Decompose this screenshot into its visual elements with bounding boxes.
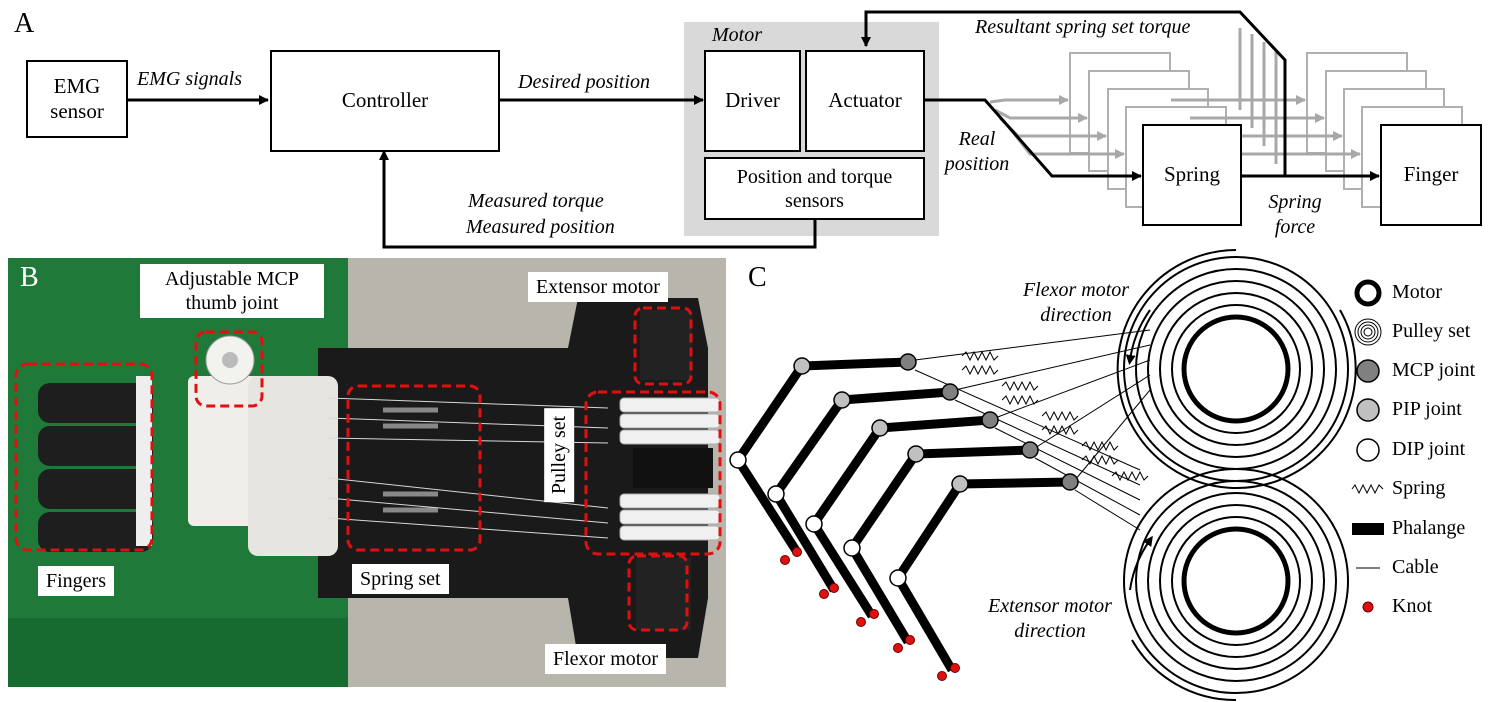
actuator-box: Actuator (805, 50, 925, 152)
thumb-joint-text: Adjustable MCP thumb joint (165, 268, 299, 314)
knot-icon (1362, 601, 1374, 613)
extensor-direction-line-2: direction (1014, 620, 1086, 642)
extensor-direction-line-1: Extensor motor (988, 595, 1112, 617)
actuator-text: Actuator (828, 88, 902, 113)
flexor-motor-photo-label: Flexor motor (545, 644, 666, 674)
resultant-torque-label: Resultant spring set torque (975, 16, 1191, 38)
spring-force-line-1: Spring (1268, 191, 1322, 213)
legend-motor: Motor (1350, 278, 1490, 308)
spring-box: Spring (1142, 124, 1242, 226)
driver-box: Driver (704, 50, 801, 152)
controller-box: Controller (270, 50, 500, 152)
flexor-direction-line-1: Flexor motor (1022, 279, 1130, 301)
extensor-direction-label: Extensor motor direction (970, 594, 1130, 644)
legend-cable-label: Cable (1392, 556, 1439, 578)
legend-spring-label: Spring (1392, 477, 1446, 499)
panel-a-letter: A (14, 8, 35, 39)
legend-mcp-joint-label: MCP joint (1392, 359, 1476, 381)
measured-torque-label: Measured torque (468, 190, 604, 212)
emg-sensor-box: EMG sensor (26, 60, 128, 138)
hand-prototype-photo (8, 258, 726, 687)
pip-joint-icon (1356, 398, 1380, 422)
finger-text: Finger (1403, 162, 1459, 187)
spring-icon (1351, 483, 1384, 495)
legend-knot: Knot (1350, 592, 1490, 622)
fingers-photo-label: Fingers (38, 566, 114, 596)
legend-phalange: Phalange (1350, 514, 1490, 544)
legend-spring: Spring (1350, 474, 1490, 504)
dip-joint-icon (1356, 438, 1380, 462)
flexor-direction-line-2: direction (1040, 304, 1112, 326)
spring-force-label: Spring force (1260, 190, 1330, 240)
thumb-joint-label: Adjustable MCP thumb joint (140, 264, 324, 318)
real-position-line-1: Real (958, 128, 996, 150)
legend-pip-joint: PIP joint (1350, 395, 1490, 425)
flexor-direction-label: Flexor motor direction (1006, 278, 1146, 328)
measured-position-label: Measured position (466, 216, 615, 238)
sensors-text: Position and torque sensors (736, 165, 893, 212)
spring-force-line-2: force (1274, 216, 1316, 238)
finger-box: Finger (1380, 124, 1482, 226)
sensors-box: Position and torque sensors (704, 157, 925, 220)
legend-mcp-joint: MCP joint (1350, 356, 1490, 386)
panel-c-letter: C (748, 262, 767, 293)
legend-dip-joint-label: DIP joint (1392, 438, 1466, 460)
mcp-joint-icon (1356, 359, 1380, 383)
pulley-set-icon (1354, 318, 1382, 346)
legend-dip-joint: DIP joint (1350, 435, 1490, 465)
controller-text: Controller (341, 88, 429, 113)
spring-text: Spring (1163, 162, 1220, 187)
legend-cable: Cable (1350, 553, 1490, 583)
real-position-line-2: position (944, 153, 1010, 175)
legend-pulley-set: Pulley set (1350, 317, 1490, 347)
cable-icon (1356, 567, 1380, 569)
driver-text: Driver (725, 88, 780, 113)
spring-set-photo-label: Spring set (352, 564, 449, 594)
desired-position-label: Desired position (518, 71, 651, 93)
motor-group-label: Motor (712, 24, 762, 46)
real-position-label: Real position (932, 127, 1022, 177)
emg-signals-label: EMG signals (137, 68, 242, 90)
hand-photo-drawing (8, 258, 726, 687)
phalange-icon (1352, 523, 1384, 535)
legend-phalange-label: Phalange (1392, 517, 1466, 539)
panel-b-letter: B (20, 262, 39, 293)
extensor-motor-photo-label: Extensor motor (528, 272, 668, 302)
legend-knot-label: Knot (1392, 595, 1432, 617)
legend-motor-label: Motor (1392, 281, 1442, 303)
legend-pulley-set-label: Pulley set (1392, 320, 1471, 342)
emg-sensor-text: EMG sensor (50, 73, 104, 123)
legend-pip-joint-label: PIP joint (1392, 398, 1462, 420)
motor-icon (1354, 279, 1382, 307)
